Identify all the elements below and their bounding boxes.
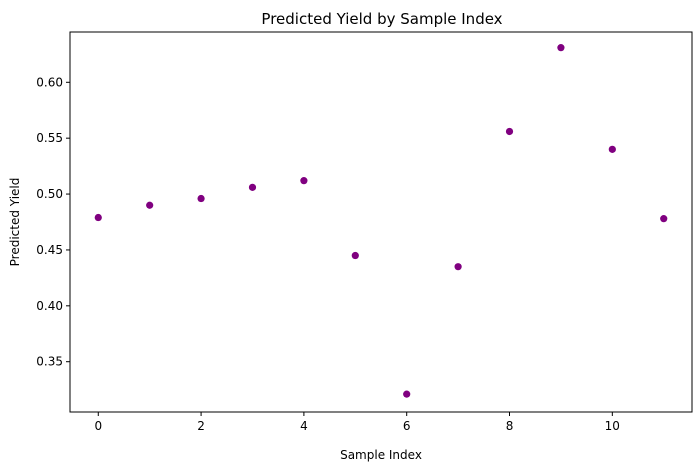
y-axis-label: Predicted Yield bbox=[8, 178, 22, 267]
y-tick-label: 0.55 bbox=[36, 131, 63, 145]
x-tick-label: 8 bbox=[506, 419, 514, 433]
x-tick-label: 4 bbox=[300, 419, 308, 433]
chart-title: Predicted Yield by Sample Index bbox=[261, 10, 502, 28]
data-point bbox=[454, 263, 462, 271]
y-tick-label: 0.40 bbox=[36, 299, 63, 313]
data-point bbox=[403, 390, 411, 398]
data-point bbox=[300, 177, 308, 185]
y-tick-label: 0.60 bbox=[36, 75, 63, 89]
data-point bbox=[505, 127, 514, 136]
x-tick-label: 10 bbox=[605, 419, 620, 433]
x-axis-label: Sample Index bbox=[340, 448, 422, 462]
data-point bbox=[146, 201, 154, 209]
y-axis: 0.35 0.40 0.45 0.50 0.55 0.60 bbox=[36, 75, 70, 369]
plot-frame bbox=[69, 31, 693, 413]
data-point bbox=[557, 44, 565, 52]
data-point bbox=[94, 213, 102, 222]
x-tick-label: 2 bbox=[197, 419, 205, 433]
x-axis: 0 2 4 6 8 10 bbox=[94, 412, 620, 433]
y-tick-label: 0.50 bbox=[36, 187, 63, 201]
data-point bbox=[197, 194, 205, 203]
data-point bbox=[660, 215, 668, 223]
data-point bbox=[248, 183, 257, 191]
y-tick-label: 0.45 bbox=[36, 243, 63, 257]
x-tick-label: 6 bbox=[403, 419, 411, 433]
data-point bbox=[608, 145, 616, 153]
data-point bbox=[351, 251, 359, 260]
x-tick-label: 0 bbox=[94, 419, 102, 433]
data-points bbox=[94, 44, 668, 398]
y-tick-label: 0.35 bbox=[36, 355, 63, 369]
